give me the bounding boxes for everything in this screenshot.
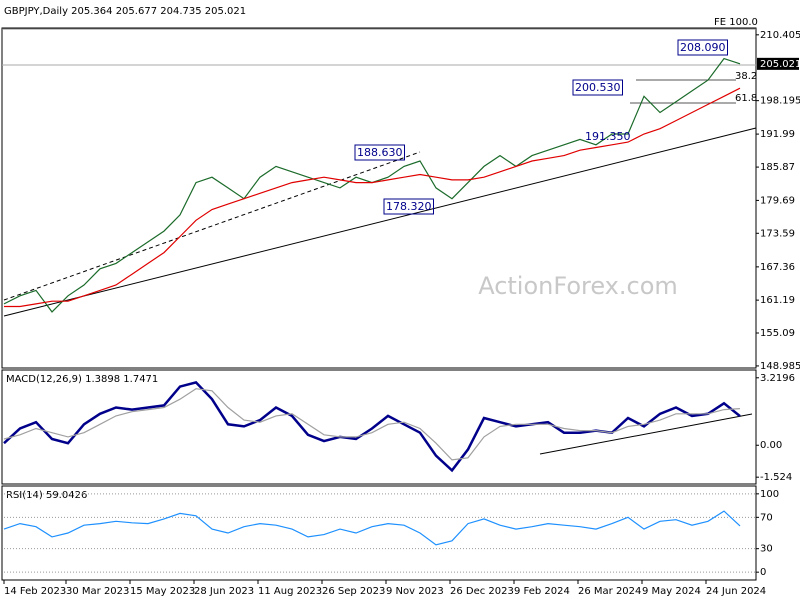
x-tick-label: 9 Nov 2023 xyxy=(386,586,444,597)
y-tick-label: -1.524 xyxy=(760,472,792,483)
annotation: 38.2 xyxy=(735,71,757,82)
y-tick-label: 167.36 xyxy=(760,262,795,273)
x-tick-label: 14 Feb 2023 xyxy=(4,586,66,597)
last-price-box xyxy=(757,57,799,70)
y-tick-label: 0 xyxy=(760,567,766,578)
price-panel xyxy=(1,27,757,369)
annotation-box xyxy=(572,79,623,96)
watermark: ActionForex.com xyxy=(478,272,678,300)
series-line xyxy=(3,388,741,461)
y-tick-label: 173.59 xyxy=(760,228,795,239)
x-tick-label: 26 Dec 2023 xyxy=(450,586,514,597)
rsi-panel xyxy=(1,485,757,581)
y-tick-label: 198.195 xyxy=(760,96,800,107)
y-tick-label: 179.69 xyxy=(760,195,795,206)
x-tick-label: 9 May 2024 xyxy=(642,586,701,597)
x-tick-label: 11 Aug 2023 xyxy=(258,586,322,597)
last-price-label: 205.021 xyxy=(760,59,800,70)
price-title: GBPJPY,Daily 205.364 205.677 204.735 205… xyxy=(4,6,246,17)
annotation: 61.8 xyxy=(735,93,757,104)
annotation-box xyxy=(383,198,434,215)
annotation: 200.530 xyxy=(575,81,621,94)
x-tick-label: 28 Jun 2023 xyxy=(194,586,254,597)
y-tick-label: 185.87 xyxy=(760,162,795,173)
y-tick-label: 148.985 xyxy=(760,361,800,372)
series-line xyxy=(4,87,741,308)
y-tick-label: 3.2196 xyxy=(760,373,795,384)
annotation-box xyxy=(677,39,728,56)
series-line xyxy=(3,381,741,473)
macd-panel xyxy=(1,369,757,485)
dashed-trend-line xyxy=(3,151,421,301)
annotation-box xyxy=(354,144,405,161)
x-tick-label: 26 Sep 2023 xyxy=(322,586,385,597)
trend-line xyxy=(3,127,757,317)
x-tick-label: 26 Mar 2024 xyxy=(578,586,641,597)
y-tick-label: 161.19 xyxy=(760,295,795,306)
annotation: 188.630 xyxy=(357,146,403,159)
y-tick-label: 100 xyxy=(760,489,779,500)
series-line xyxy=(3,510,741,546)
y-tick-label: 155.09 xyxy=(760,328,795,339)
macd-trend-line xyxy=(539,413,753,455)
x-tick-label: 9 Feb 2024 xyxy=(514,586,570,597)
y-tick-label: 70 xyxy=(760,512,773,523)
rsi-title: RSI(14) 59.0426 xyxy=(6,490,87,501)
macd-title: MACD(12,26,9) 1.3898 1.7471 xyxy=(6,374,158,385)
x-tick-label: 30 Mar 2023 xyxy=(66,586,129,597)
y-tick-label: 0.00 xyxy=(760,440,782,451)
annotation: FE 100.0 xyxy=(714,17,758,28)
y-tick-label: 210.405 xyxy=(760,30,800,41)
x-tick-label: 15 May 2023 xyxy=(130,586,195,597)
annotation: 178.320 xyxy=(386,200,432,213)
y-tick-label: 191.99 xyxy=(760,129,795,140)
y-tick-label: 30 xyxy=(760,544,773,555)
annotation: 191.350 xyxy=(585,130,631,143)
x-tick-label: 24 Jun 2024 xyxy=(706,586,766,597)
annotation: 208.090 xyxy=(680,41,726,54)
